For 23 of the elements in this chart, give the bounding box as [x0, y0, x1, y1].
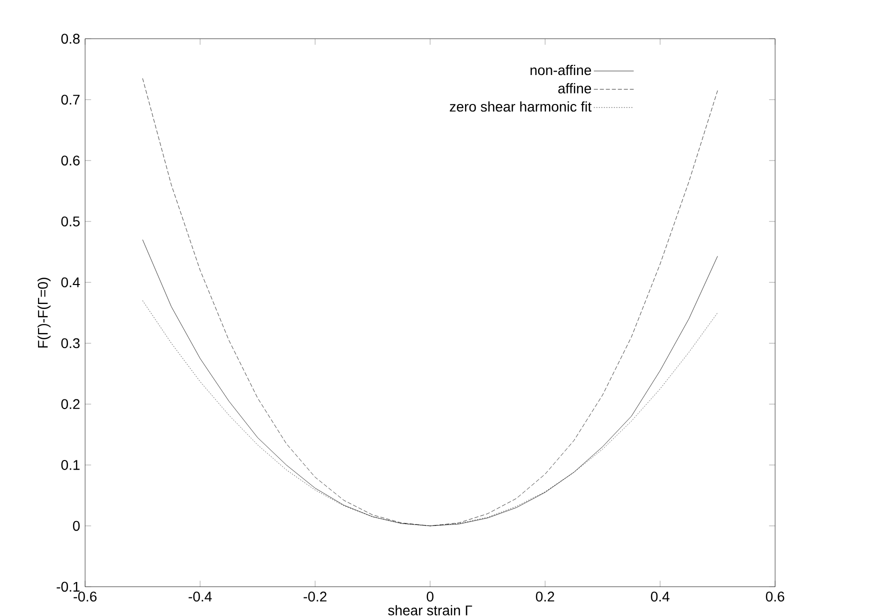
- x-tick-label: -0.6: [74, 592, 97, 602]
- y-tick-label: 0.6: [61, 156, 80, 166]
- y-tick-label: 0.7: [61, 94, 80, 105]
- y-tick-label: 0.8: [61, 34, 80, 44]
- x-tick-label: -0.4: [188, 592, 212, 602]
- x-tick-label: 0.6: [766, 592, 784, 602]
- y-tick-label: 0.1: [61, 460, 80, 470]
- y-tick-label: 0.3: [61, 338, 80, 348]
- y-tick-label: 0.4: [61, 277, 80, 288]
- line-series: [142, 78, 718, 526]
- y-tick-label: 0: [72, 520, 80, 531]
- y-tick-label: 0.2: [61, 399, 80, 410]
- y-tick-label: 0.5: [61, 216, 80, 226]
- legend-label: non-affine: [530, 64, 592, 76]
- x-tick-label: 0.4: [650, 592, 670, 602]
- legend-label: affine: [558, 83, 592, 94]
- x-tick-label: 0.2: [536, 592, 554, 602]
- y-tick-label: -0.1: [56, 582, 80, 592]
- y-axis-title: F(Γ)-F(Γ=0): [38, 278, 51, 348]
- x-axis-title: shear strain Γ: [388, 605, 472, 616]
- legend-label: zero shear harmonic fit: [450, 101, 592, 112]
- x-tick-label: 0: [426, 592, 434, 602]
- x-tick-label: -0.2: [304, 592, 326, 602]
